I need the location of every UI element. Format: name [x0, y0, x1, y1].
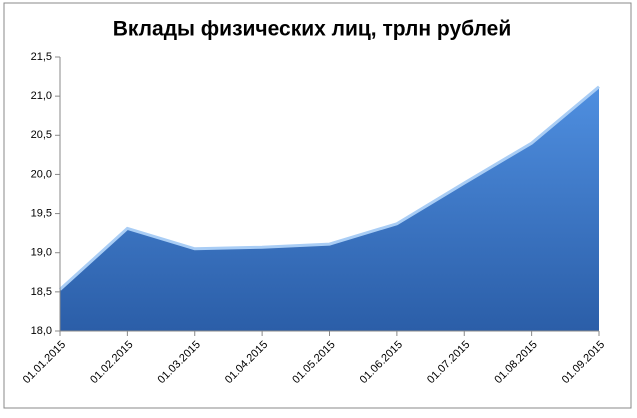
y-tick-label: 21,5	[31, 51, 52, 63]
chart-title: Вклады физических лиц, трлн рублей	[113, 18, 512, 41]
y-tick-label: 18,5	[31, 286, 52, 298]
y-tick-label: 19,5	[31, 207, 52, 219]
y-tick-label: 20,5	[31, 129, 52, 141]
y-tick-label: 20,0	[31, 168, 52, 180]
area	[60, 86, 599, 332]
y-tick-label: 18,0	[31, 325, 52, 337]
area-edge	[58, 85, 600, 291]
y-tick-label: 19,0	[31, 247, 52, 259]
y-tick-label: 21,0	[31, 90, 52, 102]
